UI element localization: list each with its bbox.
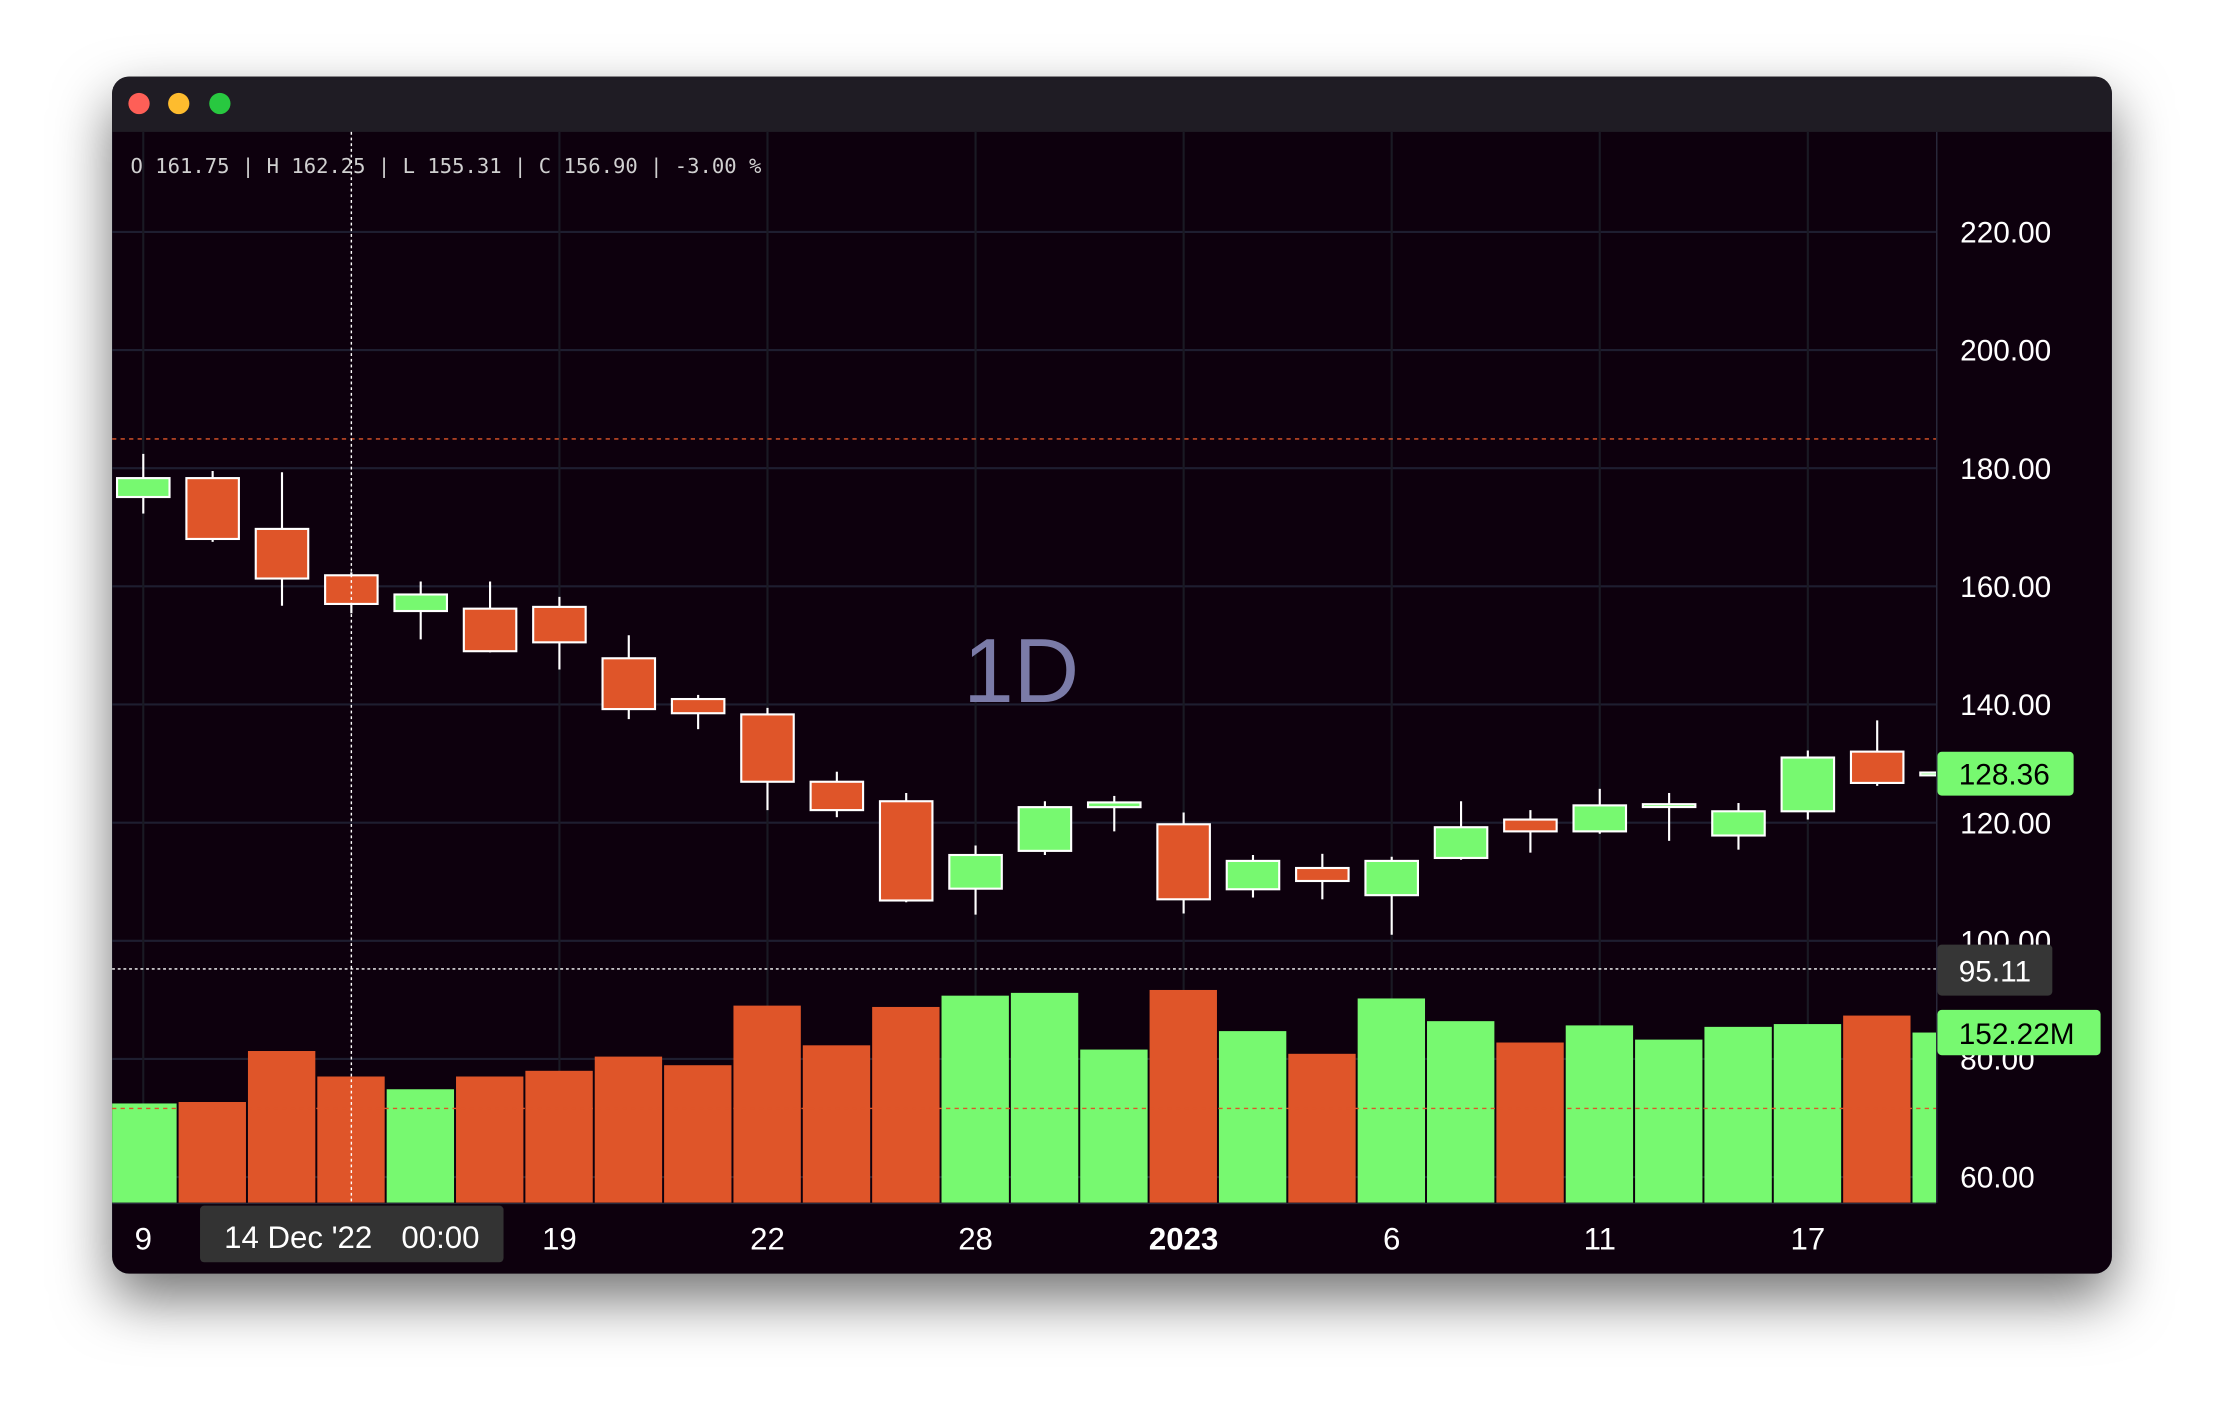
candle-body (1572, 804, 1628, 833)
volume-bar (247, 1051, 316, 1203)
time-tick-label: 11 (1584, 1222, 1616, 1257)
crosshair (112, 131, 1937, 1203)
candle-body (601, 657, 657, 711)
candle-body (1364, 859, 1419, 897)
candle-body (462, 607, 518, 653)
candle-body (393, 593, 449, 613)
volume-bar (1357, 998, 1426, 1203)
time-tick-label: 19 (542, 1222, 577, 1257)
price-tick-label: 180.00 (1960, 453, 2051, 486)
volume-bar (941, 995, 1009, 1203)
candle-body (115, 477, 171, 499)
volume-bar (1843, 1015, 1911, 1203)
candle-body (1919, 771, 1937, 777)
crosshair-time-label: 00:00 (401, 1220, 479, 1255)
time-tick-label: 6 (1383, 1222, 1400, 1257)
ohlc-legend: O 161.75 | H 162.25 | L 155.31 | C 156.9… (131, 154, 763, 179)
volume-bar (112, 1103, 177, 1203)
volume-bar (1704, 1026, 1772, 1203)
candle-body (1295, 866, 1350, 883)
candle-body (1086, 801, 1142, 809)
price-tick-label: 220.00 (1960, 217, 2051, 250)
candle-body (948, 853, 1003, 890)
candle-body (254, 527, 310, 580)
volume-bar (1496, 1042, 1564, 1203)
last-volume-label: 152.22M (1959, 1018, 2075, 1051)
price-tick-label: 120.00 (1960, 807, 2051, 840)
candlestick-series (115, 453, 1937, 935)
volume-bar (802, 1045, 871, 1203)
volume-bar (1565, 1025, 1634, 1203)
last-volume-badge (1937, 1009, 2101, 1056)
volume-bar (1218, 1031, 1287, 1203)
zoom-window-button[interactable] (209, 92, 231, 115)
candle-body (532, 605, 587, 644)
candle-body (1780, 756, 1836, 813)
candle-body (1433, 826, 1489, 860)
close-window-button[interactable] (128, 92, 150, 115)
candle-body (809, 780, 865, 812)
candle-body (1711, 810, 1766, 837)
volume-bar (456, 1076, 524, 1203)
volume-bar (1288, 1053, 1356, 1203)
volume-bar (733, 1005, 801, 1203)
candle-body (185, 477, 240, 541)
minimize-window-button[interactable] (168, 92, 190, 115)
volume-bar (1010, 992, 1079, 1203)
last-price-label: 128.36 (1959, 758, 2050, 791)
volume-bar (664, 1065, 732, 1203)
volume-bar (1635, 1039, 1703, 1203)
candle-body (1225, 859, 1281, 891)
volume-bar (594, 1056, 663, 1203)
volume-bar (1427, 1021, 1495, 1203)
crosshair-price-label: 95.11 (1959, 955, 2031, 988)
interval-watermark: 1D (963, 621, 1079, 722)
volume-bar (872, 1006, 940, 1203)
time-axis[interactable]: 9 19 22 28 2023 6 11 17 (135, 1222, 1826, 1257)
candle-body (740, 713, 795, 783)
price-tick-label: 140.00 (1960, 689, 2051, 722)
time-tick-label: 17 (1790, 1222, 1825, 1257)
volume-bar (1149, 989, 1217, 1203)
time-tick-label: 2023 (1149, 1222, 1218, 1257)
time-tick-label: 28 (958, 1222, 993, 1257)
volume-bar (178, 1101, 246, 1203)
candle-body (1503, 818, 1558, 833)
volume-bar (525, 1070, 593, 1203)
candle-body (670, 697, 726, 715)
volume-bar (1912, 1032, 1937, 1203)
title-bar (112, 76, 2112, 132)
candle-body (1849, 750, 1905, 784)
volume-bar (1773, 1024, 1842, 1203)
price-tick-label: 160.00 (1960, 571, 2051, 604)
price-tick-label: 200.00 (1960, 335, 2051, 368)
candle-body (878, 800, 934, 902)
price-tick-label: 60.00 (1960, 1162, 2035, 1195)
candle-body (1156, 823, 1211, 901)
crosshair-time-badge (200, 1205, 504, 1263)
candle-body (1641, 803, 1697, 809)
time-tick-label: 9 (135, 1222, 152, 1257)
volume-bar (386, 1089, 455, 1203)
volume-bar (1080, 1049, 1148, 1203)
candle-body (1017, 806, 1073, 852)
time-tick-label: 22 (750, 1222, 785, 1257)
last-price-badge (1937, 751, 2074, 796)
volume-series (112, 989, 1937, 1203)
crosshair-date-label: 14 Dec '22 (224, 1220, 372, 1255)
window-frame (112, 76, 2112, 1274)
crosshair-price-badge (1937, 944, 2053, 996)
